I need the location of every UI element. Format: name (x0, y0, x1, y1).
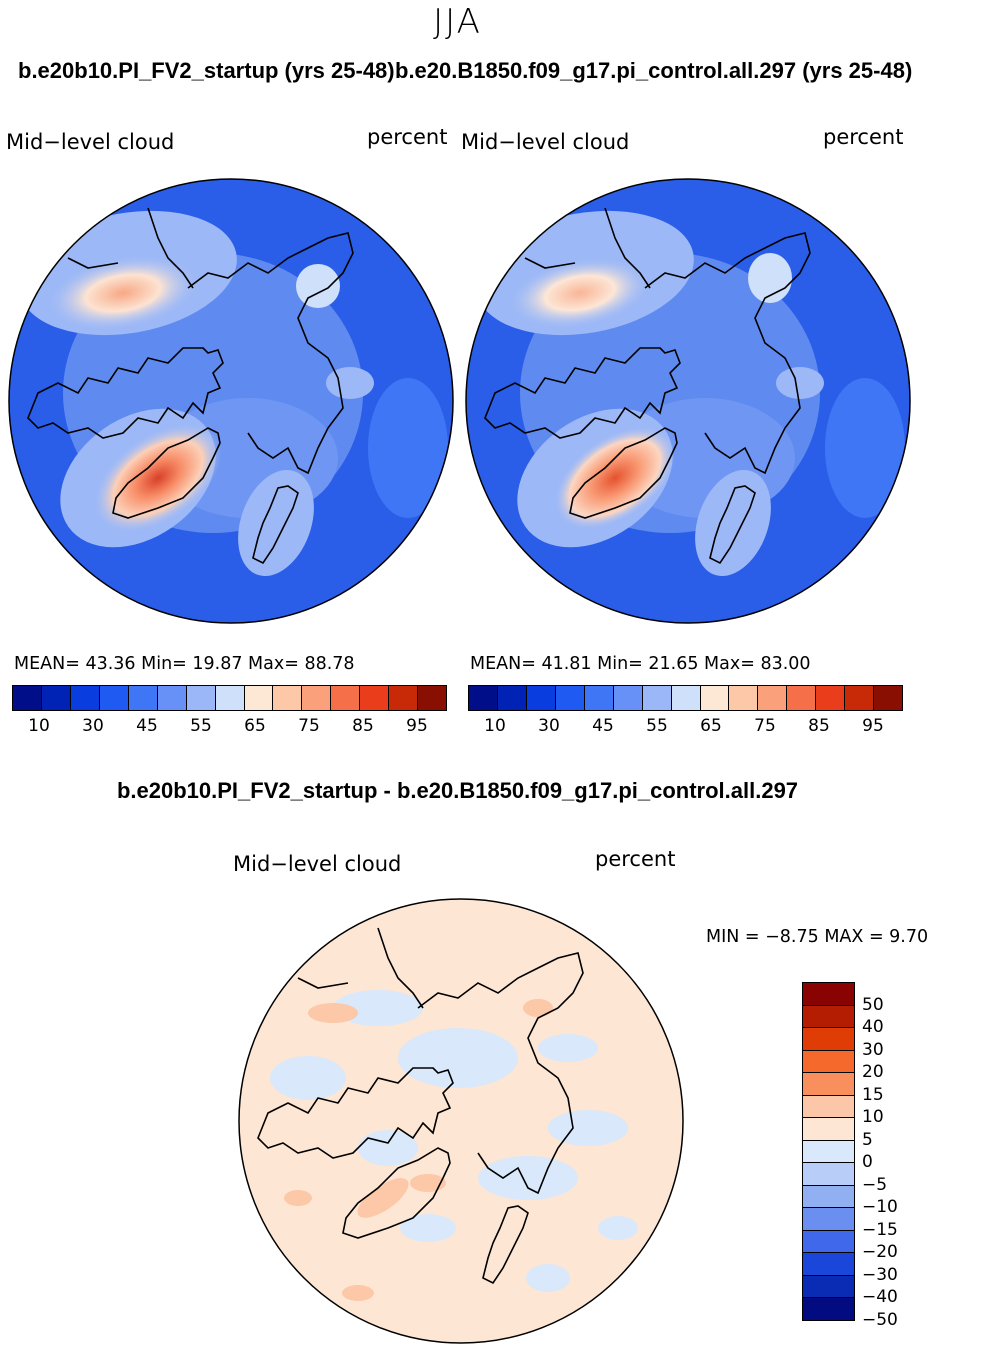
colorbar-swatch (700, 686, 730, 710)
colorbar-tick-label: 15 (862, 1084, 884, 1105)
colorbar-swatch (803, 1185, 854, 1208)
colorbar-swatch (41, 686, 71, 710)
colorbar-tick-label: 65 (244, 716, 266, 736)
panel-2-colorbar-ticks: 10 30 45 55 65 75 85 95 (468, 716, 900, 736)
colorbar-swatch (331, 686, 361, 710)
colorbar-tick-label: 0 (862, 1152, 873, 1172)
colorbar-tick-label: 40 (862, 1017, 884, 1037)
panel-1-colorbar-ticks: 10 30 45 55 65 75 85 95 (12, 716, 444, 736)
panel-1-stats: MEAN= 43.36 Min= 19.87 Max= 88.78 (14, 654, 355, 674)
colorbar-swatch (70, 686, 100, 710)
colorbar-tick-label: −40 (862, 1287, 898, 1307)
colorbar-swatch (157, 686, 187, 710)
colorbar-swatch (803, 1050, 854, 1073)
colorbar-tick-label: 55 (190, 716, 212, 736)
colorbar-tick-label: 65 (700, 716, 722, 736)
colorbar-tick-label: 30 (538, 716, 560, 736)
colorbar-tick-label: 45 (592, 716, 614, 736)
panel-2-variable-label: Mid−level cloud (461, 130, 630, 154)
colorbar-swatch (555, 686, 585, 710)
colorbar-tick-label: −50 (862, 1309, 898, 1330)
panel-1-colorbar (12, 685, 447, 711)
season-title: JJA (433, 2, 482, 42)
colorbar-tick-label: −5 (862, 1174, 888, 1195)
colorbar-swatch (244, 686, 274, 710)
difference-minmax: MIN = −8.75 MAX = 9.70 (706, 927, 929, 947)
panel-2-title: b.e20.B1850.f09_g17.pi_control.all.297 (… (395, 58, 913, 83)
colorbar-swatch (389, 686, 419, 710)
colorbar-swatch (803, 1275, 854, 1298)
colorbar-swatch (497, 686, 527, 710)
colorbar-swatch (584, 686, 614, 710)
colorbar-swatch (526, 686, 556, 710)
colorbar-swatch (803, 983, 854, 1006)
colorbar-swatch (803, 1163, 854, 1186)
colorbar-swatch (13, 686, 42, 710)
colorbar-swatch (215, 686, 245, 710)
colorbar-swatch (758, 686, 788, 710)
colorbar-swatch (816, 686, 846, 710)
colorbar-swatch (418, 686, 447, 710)
colorbar-swatch (787, 686, 817, 710)
colorbar-tick-label: 85 (808, 716, 830, 736)
colorbar-tick-label: −10 (862, 1197, 898, 1217)
colorbar-swatch (729, 686, 759, 710)
colorbar-tick-label: 75 (754, 716, 776, 736)
panel-1-variable-label: Mid−level cloud (6, 130, 175, 154)
colorbar-swatch (671, 686, 701, 710)
panel-2-polar-map (465, 178, 911, 624)
colorbar-tick-label: 10 (484, 716, 506, 736)
colorbar-swatch (302, 686, 332, 710)
colorbar-tick-label: 95 (406, 716, 428, 736)
colorbar-swatch (186, 686, 216, 710)
panel-1-polar-map (8, 178, 454, 624)
difference-units-label: percent (595, 847, 676, 871)
difference-title: b.e20b10.PI_FV2_startup - b.e20.B1850.f0… (116, 778, 799, 803)
panel-2-colorbar (468, 685, 903, 711)
colorbar-tick-label: 20 (862, 1062, 884, 1082)
colorbar-swatch (273, 686, 303, 710)
colorbar-swatch (845, 686, 875, 710)
colorbar-swatch (469, 686, 498, 710)
panel-2-units-label: percent (823, 125, 904, 149)
difference-polar-map (238, 898, 684, 1344)
colorbar-swatch (803, 1005, 854, 1028)
colorbar-tick-label: 50 (862, 994, 884, 1015)
colorbar-tick-label: 10 (862, 1107, 884, 1127)
colorbar-swatch (803, 1095, 854, 1118)
colorbar-tick-label: 30 (862, 1039, 884, 1060)
colorbar-swatch (99, 686, 129, 710)
colorbar-tick-label: −20 (862, 1242, 898, 1262)
colorbar-tick-label: −15 (862, 1219, 898, 1240)
colorbar-swatch (613, 686, 643, 710)
colorbar-tick-label: 95 (862, 716, 884, 736)
colorbar-swatch (874, 686, 903, 710)
colorbar-tick-label: 75 (298, 716, 320, 736)
colorbar-tick-label: 55 (646, 716, 668, 736)
difference-variable-label: Mid−level cloud (233, 852, 402, 876)
colorbar-swatch (803, 1230, 854, 1253)
colorbar-swatch (803, 1073, 854, 1096)
colorbar-tick-label: 85 (352, 716, 374, 736)
colorbar-swatch (803, 1118, 854, 1141)
colorbar-swatch (642, 686, 672, 710)
colorbar-tick-label: 45 (136, 716, 158, 736)
panel-2-stats: MEAN= 41.81 Min= 21.65 Max= 83.00 (470, 654, 811, 674)
colorbar-swatch (803, 1208, 854, 1231)
colorbar-swatch (128, 686, 158, 710)
colorbar-swatch (360, 686, 390, 710)
colorbar-swatch (803, 1140, 854, 1163)
colorbar-tick-label: 10 (28, 716, 50, 736)
colorbar-swatch (803, 1253, 854, 1276)
panel-1-title: b.e20b10.PI_FV2_startup (yrs 25-48) (18, 58, 395, 83)
colorbar-swatch (803, 1298, 854, 1320)
difference-colorbar (802, 982, 855, 1321)
colorbar-tick-label: 5 (862, 1129, 873, 1150)
colorbar-swatch (803, 1028, 854, 1051)
colorbar-tick-label: −30 (862, 1264, 898, 1285)
colorbar-tick-label: 30 (82, 716, 104, 736)
panel-1-units-label: percent (367, 125, 448, 149)
